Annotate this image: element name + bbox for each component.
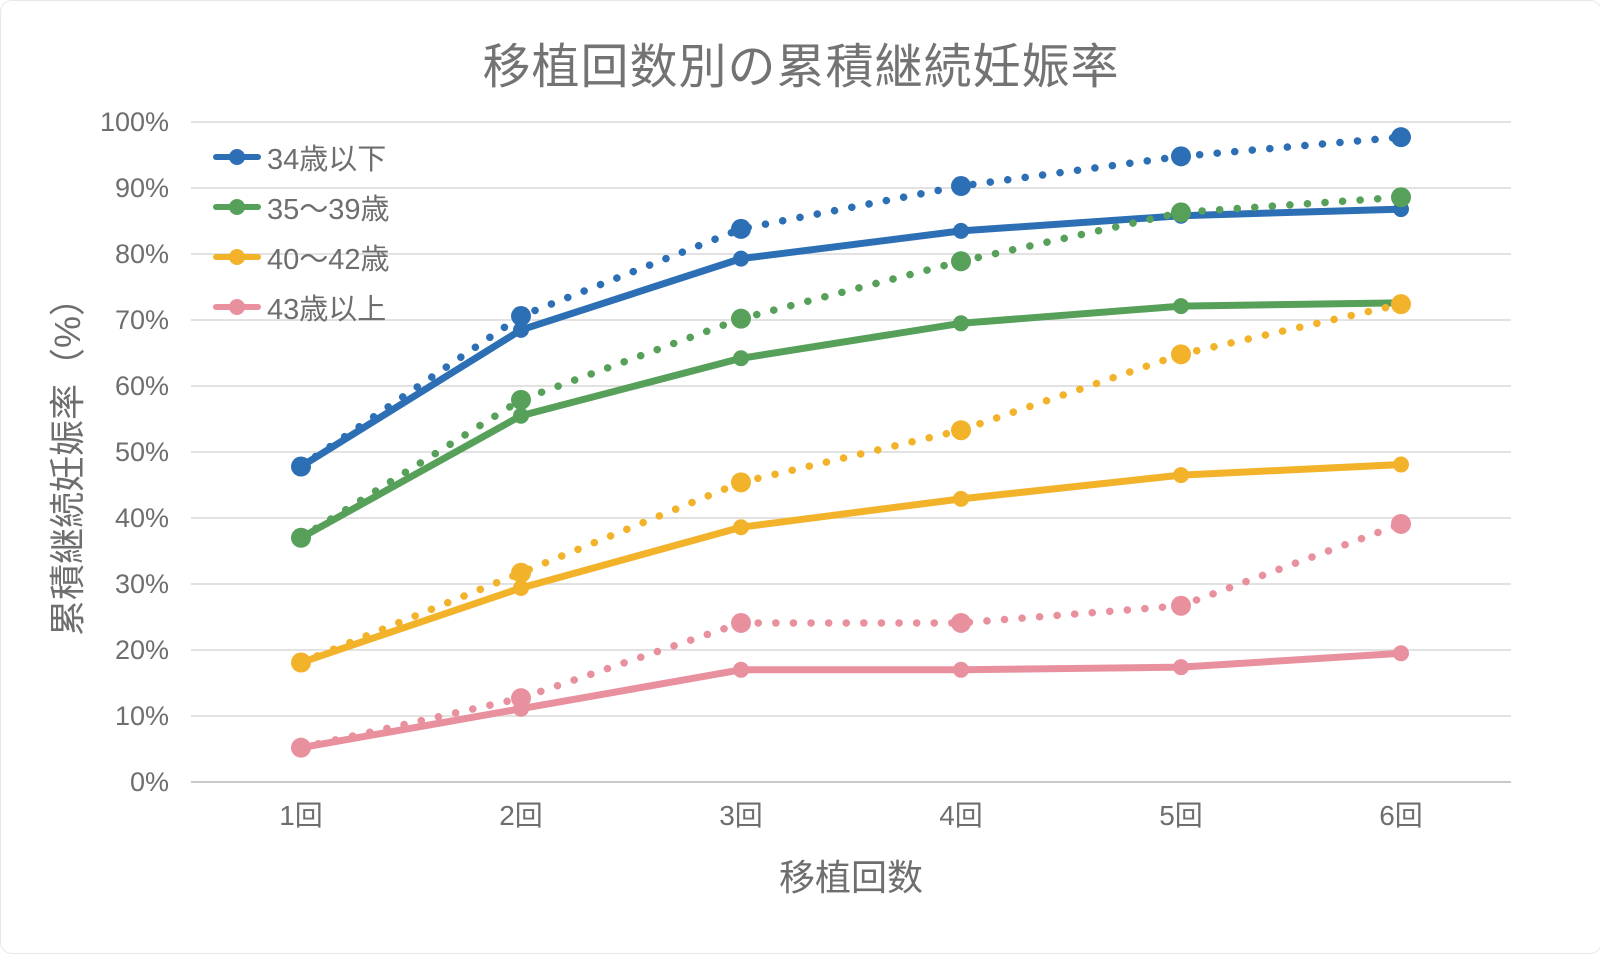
y-tick-label: 10% (114, 701, 169, 731)
y-tick-label: 0% (129, 767, 169, 797)
x-axis-title: 移植回数 (778, 857, 923, 898)
series-3-dotted-point-5 (1391, 513, 1411, 534)
x-tick-label: 3回 (719, 800, 763, 831)
series-1-dotted-point-4 (1171, 202, 1191, 223)
series-3-solid-point-3 (953, 661, 969, 678)
x-tick-label: 4回 (939, 800, 983, 831)
series-1-dotted-line (297, 193, 1405, 542)
y-tick-label: 60% (114, 371, 169, 401)
x-tick-label: 2回 (499, 800, 543, 831)
legend-line-marker-icon (213, 198, 261, 216)
legend-label: 40〜42歳 (267, 244, 390, 276)
series-1-dotted-point-3 (951, 251, 971, 272)
series-0-solid-point-1 (513, 321, 529, 338)
series-0-dotted-line (297, 133, 1405, 471)
series-2-solid-point-3 (953, 490, 969, 507)
series-2-dotted-point-3 (951, 420, 971, 441)
y-tick-label: 100% (99, 107, 169, 137)
series-3-solid-point-4 (1173, 659, 1189, 676)
series-1-dotted-point-5 (1391, 187, 1411, 208)
series-1-solid-point-2 (733, 350, 749, 367)
series-1-solid-line (297, 299, 1405, 542)
legend-item-0: 34歳以下 (213, 132, 390, 182)
series-3-dotted-point-1 (511, 688, 531, 709)
series-1-dotted-point-0 (291, 527, 311, 548)
series-3-dotted-line (297, 520, 1405, 752)
series-3-dotted-point-4 (1171, 595, 1191, 616)
series-2-solid-point-1 (513, 579, 529, 596)
series-0-solid-point-3 (953, 222, 969, 239)
series-3-solid-point-2 (733, 661, 749, 678)
y-tick-label: 90% (114, 173, 169, 203)
series-1-solid-point-3 (953, 315, 969, 332)
x-tick-label: 5回 (1159, 800, 1203, 831)
series-0-solid-point-2 (733, 250, 749, 267)
series-2-dotted-point-1 (511, 562, 531, 583)
series-3-dotted-point-2 (731, 612, 751, 633)
series-2-solid-point-5 (1393, 456, 1409, 473)
legend-line-marker-icon (213, 298, 261, 316)
y-tick-label: 40% (114, 503, 169, 533)
series-0-dotted-point-1 (511, 306, 531, 327)
y-tick-label: 70% (114, 305, 169, 335)
series-3-dotted-point-0 (291, 737, 311, 758)
x-tick-label: 1回 (279, 800, 323, 831)
legend-label: 34歳以下 (267, 144, 387, 176)
series-3-solid-point-5 (1393, 645, 1409, 662)
y-tick-label: 20% (114, 635, 169, 665)
series-2-dotted-point-0 (291, 652, 311, 673)
y-tick-label: 30% (114, 569, 169, 599)
y-tick-label: 50% (114, 437, 169, 467)
chart-title: 移植回数別の累積継続妊娠率 (482, 41, 1120, 94)
series-2-dotted-point-5 (1391, 294, 1411, 315)
series-2-solid-point-2 (733, 519, 749, 536)
series-0-solid-line (297, 205, 1405, 471)
chart-legend: 34歳以下 35〜39歳 40〜42歳 43歳以上 (213, 132, 390, 332)
series-1-dotted-point-1 (511, 389, 531, 410)
series-2-dotted-point-4 (1171, 344, 1191, 365)
series-0-dotted-point-2 (731, 218, 751, 239)
legend-line-marker-icon (213, 148, 261, 166)
series-1-solid-point-1 (513, 407, 529, 424)
series-3-solid-line (297, 649, 1405, 752)
series-0-dotted-point-4 (1171, 146, 1191, 167)
series-2-solid-point-4 (1173, 467, 1189, 484)
series-1-solid-point-4 (1173, 298, 1189, 315)
series-0-dotted-point-3 (951, 176, 971, 197)
series-2-solid-line (297, 461, 1405, 667)
series-3-dotted-point-3 (951, 612, 971, 633)
legend-item-3: 43歳以上 (213, 282, 390, 332)
series-0-dotted-point-5 (1391, 127, 1411, 148)
series-2-dotted-point-2 (731, 472, 751, 493)
y-tick-label: 80% (114, 239, 169, 269)
series-1-dotted-point-2 (731, 308, 751, 329)
legend-label: 43歳以上 (267, 294, 387, 326)
legend-line-marker-icon (213, 248, 261, 266)
series-0-dotted-point-0 (291, 456, 311, 477)
legend-label: 35〜39歳 (267, 194, 390, 226)
x-tick-label: 6回 (1379, 800, 1423, 831)
legend-item-1: 35〜39歳 (213, 182, 390, 232)
legend-item-2: 40〜42歳 (213, 232, 390, 282)
